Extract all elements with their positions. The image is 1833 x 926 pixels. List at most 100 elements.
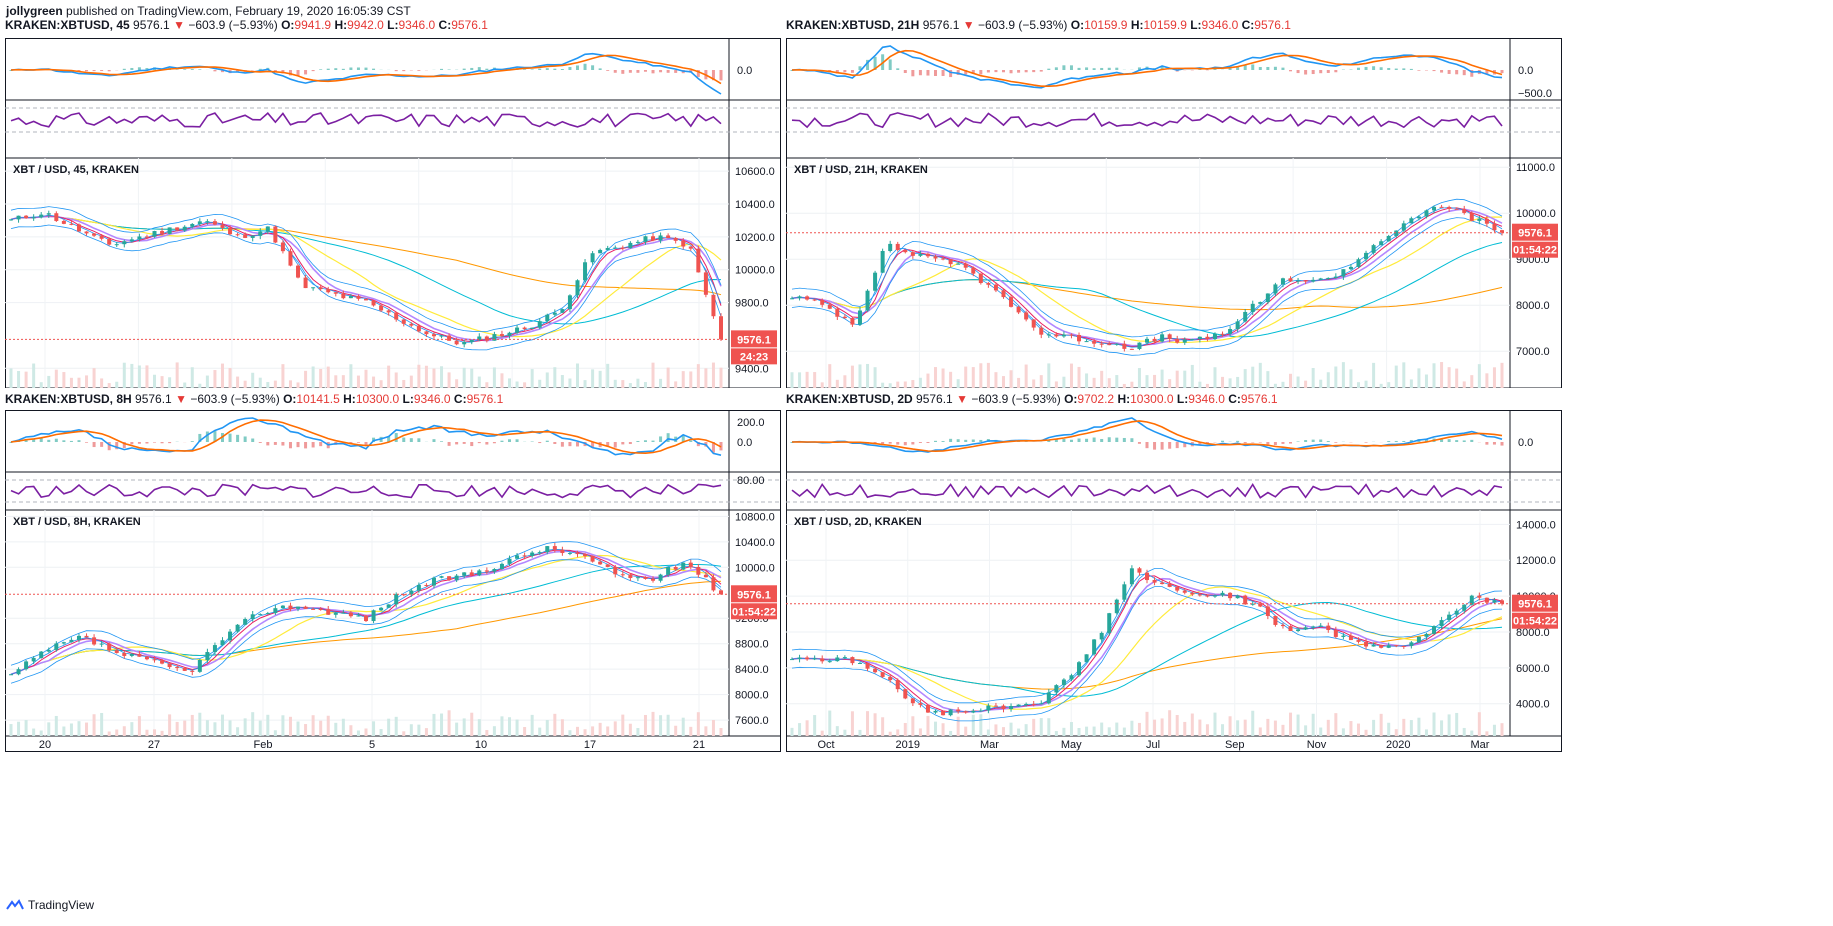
volume-bar <box>1024 364 1028 388</box>
volume-bar <box>32 363 36 388</box>
volume-bar <box>356 730 360 736</box>
macd-histogram-bar <box>956 439 960 442</box>
candle-body <box>243 234 248 238</box>
volume-bar <box>492 726 496 736</box>
candle-body <box>273 608 278 614</box>
candle-body <box>993 284 998 291</box>
volume-bar <box>160 376 164 388</box>
candle-body <box>1288 278 1293 282</box>
volume-bar <box>24 720 28 736</box>
macd-histogram-bar <box>1062 65 1066 70</box>
candle-body <box>857 663 862 665</box>
volume-bar <box>1311 367 1315 388</box>
volume-bar <box>1017 377 1021 388</box>
volume-bar <box>941 723 945 736</box>
volume-bar <box>530 714 534 736</box>
candle-body <box>1122 343 1127 349</box>
volume-bar <box>979 363 983 388</box>
candle-body <box>492 334 497 341</box>
volume-bar <box>213 370 217 388</box>
volume-bar <box>24 371 28 388</box>
macd-histogram-bar <box>304 70 308 75</box>
volume-bar <box>387 365 391 388</box>
volume-bar <box>1281 381 1285 388</box>
volume-bar <box>568 730 572 736</box>
macd-histogram-bar <box>515 439 519 442</box>
candle-body <box>333 612 338 615</box>
candle-body <box>1107 344 1112 346</box>
candle-body <box>933 710 938 713</box>
macd-histogram-bar <box>1440 438 1444 442</box>
publish-info: published on TradingView.com, February 1… <box>66 4 411 18</box>
candle-body <box>447 335 452 341</box>
volume-bar <box>1334 713 1338 736</box>
open-value: 10159.9 <box>1084 18 1128 32</box>
candle-body <box>318 609 323 611</box>
volume-bar <box>881 717 885 736</box>
macd-histogram-bar <box>168 442 172 444</box>
macd-histogram-bar <box>1492 442 1496 445</box>
volume-bar <box>711 362 715 388</box>
macd-histogram-bar <box>311 70 315 72</box>
volume-bar <box>107 383 111 388</box>
volume-bar <box>1251 710 1255 736</box>
volume-bar <box>372 721 376 736</box>
candle-body <box>1099 632 1104 640</box>
candle-body <box>484 570 489 572</box>
chart-svg[interactable]: 14000.012000.010000.08000.06000.04000.0O… <box>786 392 1562 762</box>
volume-bar <box>941 368 945 388</box>
chart-panel-p8h[interactable]: KRAKEN:XBTUSD, 8H 9576.1 ▼ −603.9 (−5.93… <box>5 392 781 762</box>
macd-histogram-bar <box>1054 438 1058 442</box>
volume-bar <box>273 380 277 388</box>
candle-body <box>46 213 51 215</box>
candle-body <box>1394 645 1399 647</box>
chart-panel-p2d[interactable]: KRAKEN:XBTUSD, 2D 9576.1 ▼ −603.9 (−5.93… <box>786 392 1562 762</box>
candle-body <box>447 576 452 581</box>
volume-bar <box>888 383 892 388</box>
candle-body <box>175 667 180 669</box>
candle-body <box>1175 586 1180 591</box>
macd-histogram-bar <box>1236 440 1240 442</box>
macd-histogram-bar <box>288 70 292 76</box>
volume-bar <box>850 711 854 736</box>
candle-body <box>895 680 900 690</box>
volume-bar <box>440 713 444 736</box>
candle-body <box>1152 338 1157 342</box>
candle-body <box>1416 216 1421 219</box>
candle-body <box>971 710 976 713</box>
macd-histogram-bar <box>1017 70 1021 73</box>
macd-histogram-bar <box>979 439 983 442</box>
chart-svg[interactable]: 10800.010400.010000.09200.08800.08400.08… <box>5 392 781 762</box>
candle-body <box>250 235 255 238</box>
candle-body <box>842 657 847 659</box>
candle-body <box>903 689 908 699</box>
volume-bar <box>372 376 376 388</box>
candle-body <box>1046 692 1051 704</box>
macd-histogram-bar <box>1069 65 1073 70</box>
time-tick: Jul <box>1146 739 1160 751</box>
candle-body <box>182 668 187 671</box>
volume-bar <box>850 365 854 388</box>
chart-svg[interactable]: 11000.010000.09000.08000.07000.0Nov18Dec… <box>786 18 1562 388</box>
chart-panel-p45[interactable]: KRAKEN:XBTUSD, 45 9576.1 ▼ −603.9 (−5.93… <box>5 18 781 388</box>
macd-histogram-bar <box>560 442 564 447</box>
price-tick: 14000.0 <box>1516 519 1556 531</box>
tradingview-footer[interactable]: TradingView <box>6 898 94 912</box>
candle-body <box>1061 334 1066 337</box>
macd-histogram-bar <box>979 70 983 75</box>
volume-bar <box>674 381 678 388</box>
candle-body <box>409 590 414 595</box>
volume-bar <box>1243 719 1247 736</box>
candle-body <box>941 258 946 260</box>
macd-histogram-bar <box>1258 67 1262 70</box>
volume-bar <box>888 731 892 736</box>
chart-panel-p21h[interactable]: KRAKEN:XBTUSD, 21H 9576.1 ▼ −603.9 (−5.9… <box>786 18 1562 388</box>
volume-bar <box>432 368 436 388</box>
volume-bar <box>462 718 466 736</box>
macd-histogram-bar <box>190 441 194 442</box>
candle-body <box>850 657 855 664</box>
macd-histogram-bar <box>568 442 572 447</box>
macd-histogram-bar <box>621 70 625 74</box>
volume-bar <box>986 362 990 388</box>
chart-svg[interactable]: 10600.0 10400.0 10200.0 10000.0 9800.0 9400.0… <box>5 18 781 388</box>
